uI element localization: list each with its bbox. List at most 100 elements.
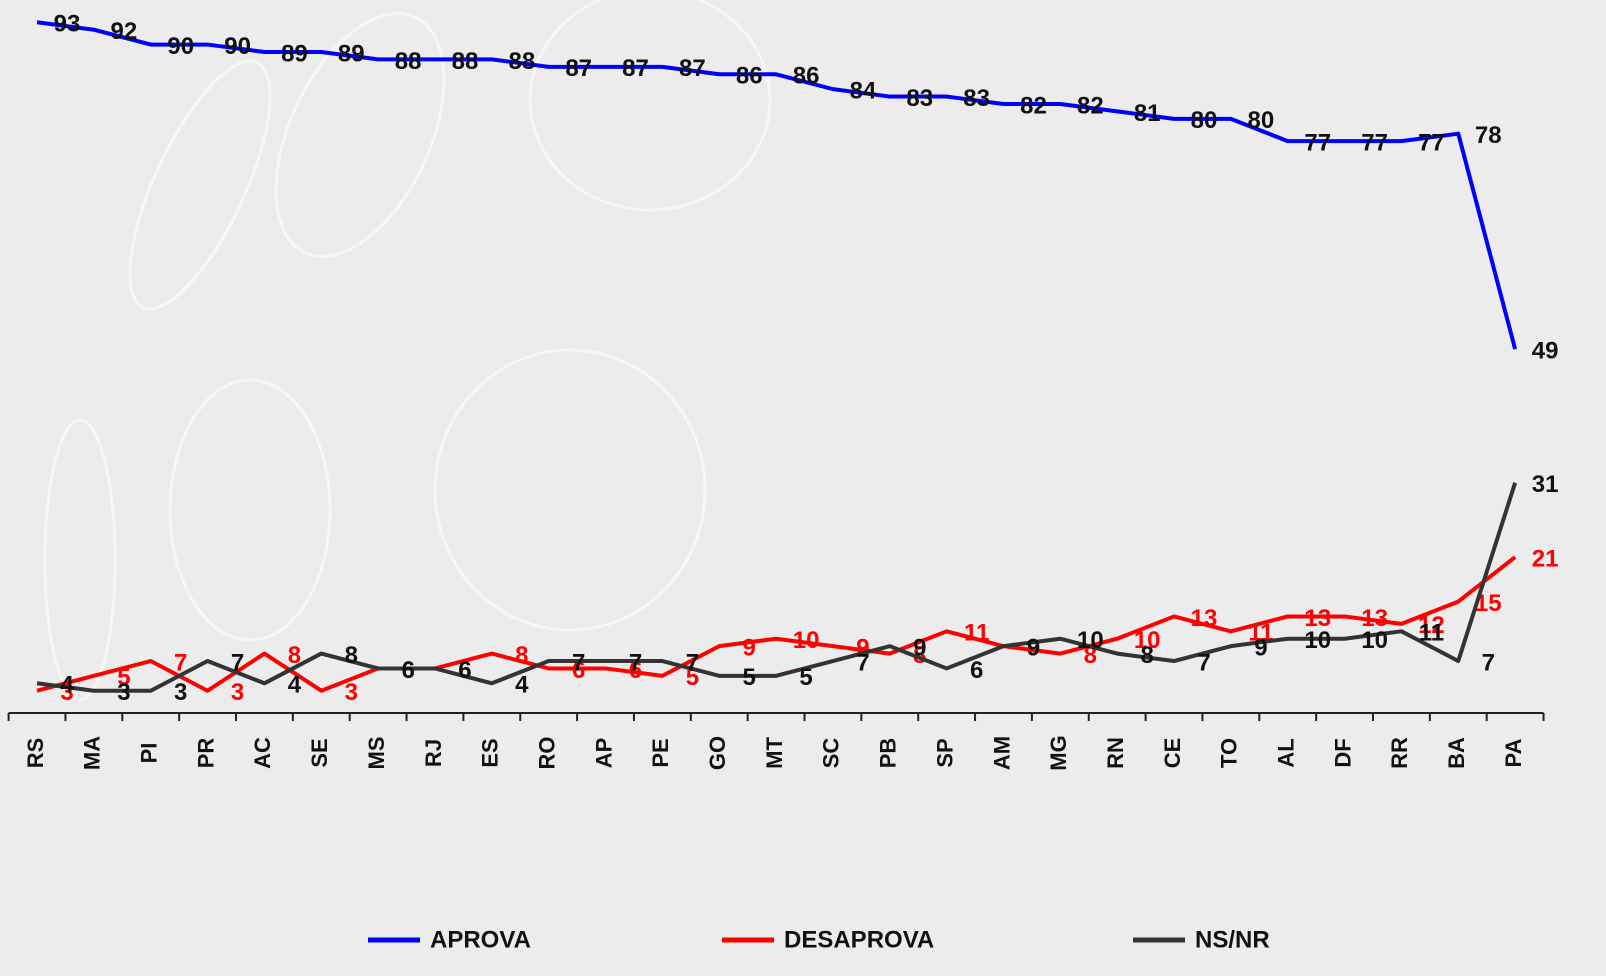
x-tick-label: DF bbox=[1330, 738, 1355, 767]
x-tick-label: RN bbox=[1103, 737, 1128, 769]
data-label: 49 bbox=[1532, 337, 1559, 364]
data-label: 10 bbox=[1304, 627, 1331, 654]
data-label: 7 bbox=[174, 649, 187, 676]
series-line bbox=[36, 20, 1518, 350]
x-tick-label: ES bbox=[478, 738, 503, 767]
data-label: 77 bbox=[1418, 129, 1445, 156]
legend-label: NS/NR bbox=[1195, 926, 1270, 953]
data-label: 7 bbox=[572, 649, 585, 676]
data-label: 83 bbox=[963, 85, 990, 112]
data-label: 9 bbox=[1027, 635, 1040, 662]
x-tick-label: PE bbox=[648, 738, 673, 767]
data-label: 6 bbox=[572, 657, 585, 684]
x-tick-label: BA bbox=[1444, 737, 1469, 769]
data-label: 7 bbox=[686, 649, 699, 676]
data-label: 13 bbox=[1304, 605, 1331, 632]
x-tick-label: PA bbox=[1501, 738, 1526, 767]
data-label: 86 bbox=[736, 63, 763, 90]
data-label: 77 bbox=[1361, 129, 1388, 156]
x-tick-label: RR bbox=[1387, 737, 1412, 769]
data-label: 7 bbox=[629, 649, 642, 676]
data-label: 9 bbox=[913, 635, 926, 662]
data-label: 3 bbox=[174, 679, 187, 706]
data-label: 10 bbox=[1134, 627, 1161, 654]
x-tick-label: PI bbox=[137, 743, 162, 764]
data-label: 10 bbox=[1077, 627, 1104, 654]
data-label: 5 bbox=[799, 664, 812, 691]
data-label: 10 bbox=[793, 627, 820, 654]
data-label: 9 bbox=[743, 635, 756, 662]
data-label: 90 bbox=[167, 33, 194, 60]
data-label: 77 bbox=[1304, 129, 1331, 156]
data-label: 21 bbox=[1532, 545, 1559, 572]
x-tick-label: AM bbox=[989, 736, 1014, 770]
data-label: 80 bbox=[1191, 107, 1218, 134]
data-label: 8 bbox=[288, 642, 301, 669]
data-label: 7 bbox=[1197, 649, 1210, 676]
data-label: 89 bbox=[338, 40, 365, 67]
data-label: 13 bbox=[1361, 605, 1388, 632]
x-tick-label: CE bbox=[1160, 738, 1185, 769]
x-tick-label: AL bbox=[1274, 738, 1299, 767]
data-label: 81 bbox=[1134, 100, 1161, 127]
data-label: 6 bbox=[401, 657, 414, 684]
data-label: 93 bbox=[54, 11, 81, 38]
x-tick-label: RJ bbox=[421, 739, 446, 767]
data-label: 7 bbox=[856, 649, 869, 676]
x-tick-label: RO bbox=[534, 737, 559, 770]
data-label: 90 bbox=[224, 33, 251, 60]
data-label: 88 bbox=[452, 48, 479, 75]
x-tick-label: MT bbox=[762, 737, 787, 769]
data-label: 13 bbox=[1191, 605, 1218, 632]
x-tick-label: PR bbox=[193, 738, 218, 769]
x-tick-label: MA bbox=[80, 736, 105, 770]
data-label: 78 bbox=[1475, 122, 1502, 149]
data-label: 3 bbox=[345, 679, 358, 706]
data-label: 88 bbox=[395, 48, 422, 75]
data-label: 31 bbox=[1532, 471, 1559, 498]
x-tick-label: MG bbox=[1046, 735, 1071, 770]
x-tick-label: AP bbox=[591, 738, 616, 769]
data-label: 82 bbox=[1077, 92, 1104, 119]
x-tick-label: SE bbox=[307, 738, 332, 767]
data-label: 8 bbox=[515, 642, 528, 669]
data-label: 4 bbox=[288, 672, 302, 699]
x-tick-label: SC bbox=[819, 738, 844, 769]
data-label: 82 bbox=[1020, 92, 1047, 119]
x-tick-label: AC bbox=[250, 737, 275, 769]
data-label: 4 bbox=[515, 672, 529, 699]
data-label: 3 bbox=[117, 679, 130, 706]
x-tick-label: SP bbox=[932, 738, 957, 767]
data-label: 9 bbox=[1254, 635, 1267, 662]
x-tick-label: GO bbox=[705, 736, 730, 770]
legend: APROVA DESAPROVA NS/NR bbox=[368, 926, 1270, 953]
data-label: 8 bbox=[1140, 642, 1153, 669]
data-label: 12 bbox=[1418, 612, 1445, 639]
data-label: 6 bbox=[629, 657, 642, 684]
data-label: 7 bbox=[1482, 649, 1495, 676]
data-label: 10 bbox=[1361, 627, 1388, 654]
data-label: 4 bbox=[60, 672, 74, 699]
x-tick-label: TO bbox=[1217, 738, 1242, 768]
x-tick-label: MS bbox=[364, 737, 389, 770]
series-line bbox=[36, 482, 1518, 693]
data-label: 89 bbox=[281, 40, 308, 67]
data-label: 8 bbox=[345, 642, 358, 669]
data-label: 6 bbox=[458, 657, 471, 684]
data-label: 3 bbox=[231, 679, 244, 706]
data-label: 86 bbox=[793, 63, 820, 90]
data-label: 87 bbox=[565, 55, 592, 82]
data-label: 5 bbox=[117, 664, 130, 691]
x-tick-label: RS bbox=[23, 738, 48, 769]
series-line bbox=[36, 555, 1517, 693]
legend-label: APROVA bbox=[430, 926, 531, 953]
background-decoration bbox=[43, 0, 772, 702]
x-tick-label: PB bbox=[876, 738, 901, 769]
data-label: 11 bbox=[964, 620, 989, 647]
legend-label: DESAPROVA bbox=[784, 926, 934, 953]
data-label: 6 bbox=[970, 657, 983, 684]
data-label: 7 bbox=[231, 649, 244, 676]
data-label: 87 bbox=[622, 55, 649, 82]
data-label: 5 bbox=[743, 664, 756, 691]
